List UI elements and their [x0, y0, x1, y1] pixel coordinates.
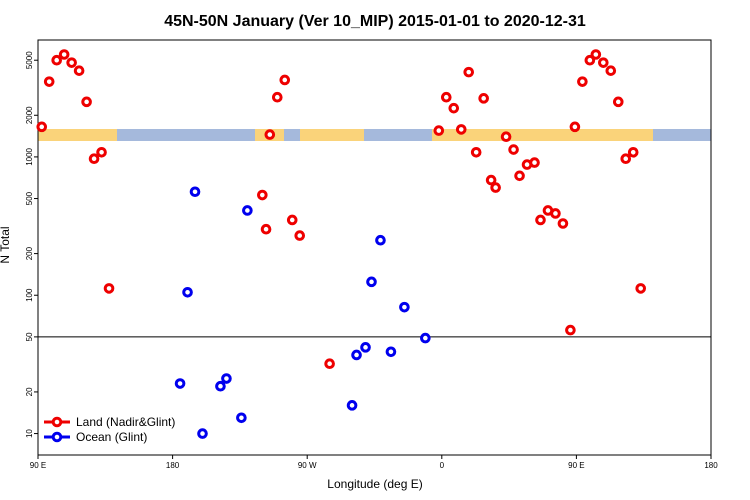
land-data-point [448, 102, 460, 114]
land-data-point [529, 157, 540, 168]
land-data-point [103, 283, 115, 294]
land-data-point [58, 49, 70, 60]
y-tick-label: 5000 [25, 51, 34, 69]
map-band-segment [364, 129, 432, 141]
map-band-segment [300, 129, 364, 141]
land-data-point [260, 223, 272, 235]
land-data-point [36, 121, 48, 133]
ocean-data-point [346, 400, 358, 411]
y-tick-label: 20 [25, 387, 34, 396]
land-data-point [478, 93, 489, 104]
ocean-data-point [385, 346, 397, 358]
x-axis-label: Longitude (deg E) [327, 477, 422, 491]
land-data-point [612, 96, 624, 108]
legend-land-label: Land (Nadir&Glint) [76, 415, 175, 429]
map-band-segment [38, 129, 117, 141]
y-tick-label: 50 [25, 332, 34, 341]
ocean-data-point [215, 380, 226, 392]
map-band-segment [284, 129, 300, 141]
land-data-point [324, 358, 335, 369]
ocean-data-point [399, 301, 410, 313]
legend-ocean-label: Ocean (Glint) [76, 430, 147, 444]
x-tick-label: 180 [166, 461, 180, 470]
land-data-point [584, 54, 596, 66]
land-data-point [535, 214, 546, 226]
land-data-point [286, 214, 298, 226]
land-data-point [557, 218, 569, 229]
land-data-point [577, 76, 588, 87]
legend-land-marker [51, 416, 63, 428]
y-tick-label: 100 [25, 288, 34, 302]
x-tick-label: 180 [704, 461, 718, 470]
chart-title: 45N-50N January (Ver 10_MIP) 2015-01-01 … [164, 13, 586, 30]
x-tick-label: 0 [440, 461, 445, 470]
plot-area-frame [37, 39, 712, 456]
land-data-point [279, 74, 291, 86]
y-axis: 10 20 50 100 200 500 1000 2000 5000 [25, 51, 38, 438]
x-axis: 90 E 180 90 W 0 90 E 180 [30, 455, 718, 470]
land-data-point [440, 91, 452, 103]
x-tick-label: 90 W [298, 461, 317, 470]
land-data-point [590, 49, 602, 60]
ocean-data-point [197, 428, 208, 439]
land-data-point [264, 129, 276, 140]
land-data-point [627, 146, 639, 158]
y-axis-label: N Total [0, 226, 12, 263]
ocean-data-point [189, 186, 201, 198]
y-tick-label: 500 [25, 191, 34, 205]
land-data-point [96, 146, 107, 158]
land-data-point [463, 66, 475, 78]
ocean-data-point [366, 276, 377, 288]
land-data-point [605, 65, 617, 76]
y-tick-label: 1000 [25, 147, 34, 165]
land-data-point [433, 125, 445, 136]
y-tick-label: 200 [25, 246, 34, 260]
land-data-point [88, 153, 100, 165]
land-data-point [43, 76, 55, 87]
land-data-point [550, 208, 561, 219]
ocean-data-point [236, 412, 247, 424]
land-data-point [271, 91, 283, 103]
land-data-point [508, 144, 519, 155]
x-tick-label: 90 E [30, 461, 46, 470]
map-band [38, 129, 711, 141]
map-band-segment [432, 129, 653, 141]
land-data-point [514, 170, 525, 182]
data-points [36, 49, 647, 439]
land-data-point [51, 54, 62, 66]
land-data-point [294, 230, 306, 241]
land-data-point [620, 153, 632, 165]
ocean-data-point [174, 378, 186, 389]
land-data-point [73, 65, 85, 76]
map-band-segment [117, 129, 255, 141]
y-tick-label: 10 [25, 429, 34, 438]
ocean-data-point [375, 234, 386, 246]
x-tick-label: 90 E [568, 461, 584, 470]
ocean-data-point [221, 373, 232, 384]
land-data-point [490, 182, 501, 193]
ocean-data-point [182, 287, 193, 298]
ocean-data-point [242, 205, 253, 216]
land-data-point [598, 57, 609, 68]
y-tick-label: 2000 [25, 106, 34, 124]
land-data-point [635, 283, 647, 294]
land-data-point [500, 131, 512, 142]
legend: Land (Nadir&Glint) Ocean (Glint) [44, 415, 175, 444]
map-band-segment [653, 129, 711, 141]
land-data-point [81, 96, 92, 108]
ocean-data-point [360, 342, 371, 353]
land-data-point [569, 121, 581, 133]
land-data-point [565, 324, 576, 336]
land-data-point [470, 146, 482, 158]
legend-ocean-marker [51, 431, 63, 443]
land-data-point [455, 124, 467, 135]
ocean-data-point [351, 349, 362, 361]
land-data-point [257, 189, 268, 201]
land-data-point [66, 57, 77, 68]
ocean-data-point [420, 332, 431, 344]
land-data-point [485, 174, 497, 186]
